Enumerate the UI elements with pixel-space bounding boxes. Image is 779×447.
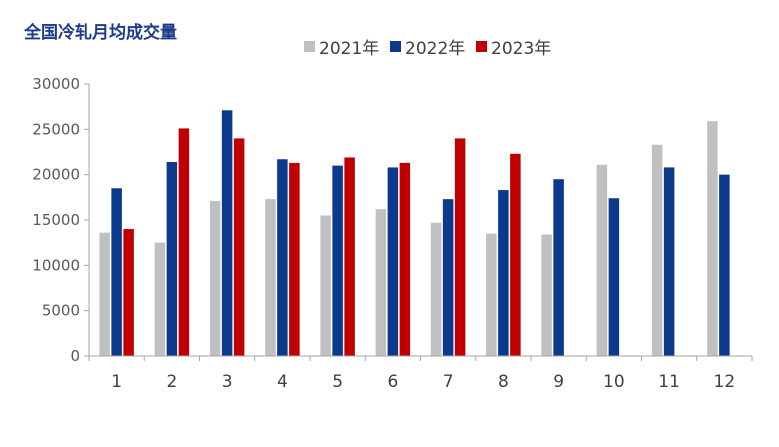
bar-2023年-1: [123, 229, 134, 356]
bar-2022年-10: [608, 198, 620, 356]
bar-2022年-5: [332, 165, 343, 356]
x-tick-label: 12: [714, 372, 736, 392]
y-tick-label: 30000: [32, 75, 80, 93]
x-tick-label: 3: [222, 372, 233, 392]
bar-2023年-7: [454, 138, 466, 356]
bar-2022年-7: [442, 199, 454, 356]
bar-2021年-11: [651, 144, 663, 356]
bar-2022年-2: [166, 161, 178, 356]
bar-2021年-7: [430, 222, 442, 356]
bar-2021年-9: [541, 234, 552, 356]
bar-2021年-4: [265, 199, 276, 356]
bar-2022年-9: [553, 179, 564, 356]
bar-2022年-1: [111, 188, 122, 356]
y-tick-label: 20000: [32, 166, 80, 184]
y-tick-label: 25000: [32, 120, 80, 138]
bar-2021年-12: [707, 121, 718, 356]
chart-title: 全国冷轧月均成交量: [24, 23, 177, 43]
bar-2023年-3: [233, 138, 245, 356]
legend-label-2022年: 2022年: [405, 39, 465, 59]
x-tick-label: 6: [387, 372, 398, 392]
y-tick-label: 10000: [32, 256, 80, 274]
bar-2021年-6: [375, 209, 387, 356]
bar-2023年-8: [510, 153, 521, 356]
bar-2022年-11: [663, 167, 675, 356]
bar-2021年-2: [154, 242, 166, 356]
y-tick-label: 5000: [42, 302, 80, 320]
bar-2021年-1: [99, 232, 110, 356]
x-tick-label: 11: [658, 372, 680, 392]
bar-2023年-2: [178, 128, 190, 356]
bar-2023年-5: [344, 157, 355, 356]
legend-swatch-2023年: [476, 41, 487, 52]
y-tick-label: 15000: [32, 211, 80, 229]
x-tick-label: 4: [277, 372, 288, 392]
legend-swatch-2022年: [390, 41, 401, 52]
x-tick-label: 5: [332, 372, 343, 392]
legend-label-2023年: 2023年: [491, 39, 551, 59]
x-tick-label: 1: [111, 372, 122, 392]
bar-2022年-4: [277, 159, 288, 356]
bar-2023年-6: [399, 162, 411, 356]
bar-2022年-3: [221, 110, 233, 356]
bar-2022年-8: [498, 190, 509, 356]
bar-2022年-12: [719, 174, 730, 356]
x-tick-label: 8: [498, 372, 509, 392]
x-tick-label: 2: [166, 372, 177, 392]
bar-2021年-10: [596, 164, 608, 356]
legend-swatch-2021年: [304, 41, 315, 52]
x-tick-label: 10: [603, 372, 625, 392]
x-tick-label: 9: [553, 372, 564, 392]
bar-2021年-8: [486, 233, 497, 356]
bar-2021年-5: [320, 215, 331, 356]
y-tick-label: 0: [70, 347, 80, 365]
bar-2023年-4: [289, 162, 300, 356]
x-tick-label: 7: [443, 372, 454, 392]
bar-2021年-3: [209, 200, 221, 356]
legend-label-2021年: 2021年: [319, 39, 379, 59]
bar-2022年-6: [387, 167, 399, 356]
